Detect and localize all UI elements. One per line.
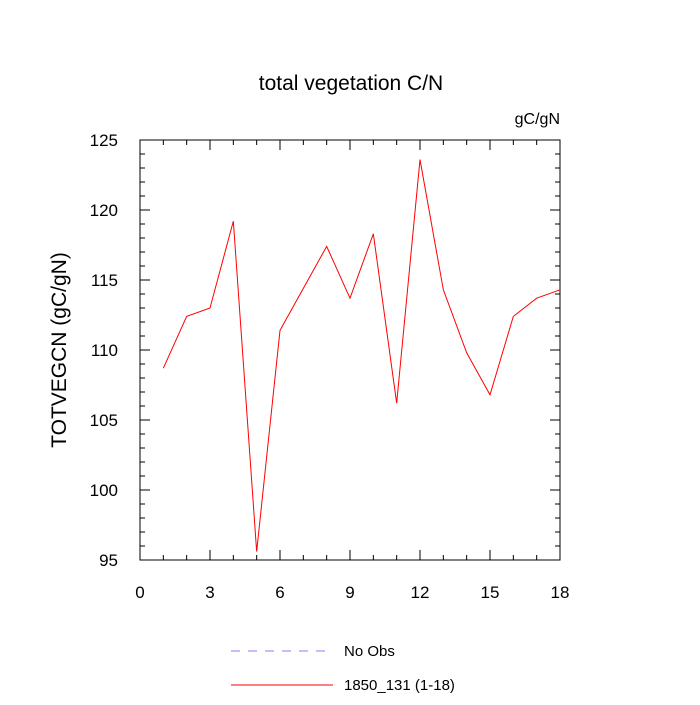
y-tick-label: 125 [90, 131, 118, 150]
y-tick-label: 100 [90, 481, 118, 500]
axis-ticks [139, 139, 561, 561]
y-tick-label: 120 [90, 201, 118, 220]
series-layer [162, 159, 561, 552]
tick-labels: 0 3 6 9 12 15 18 95 100 105 110 115 120 125 [90, 131, 570, 602]
y-tick-label: 115 [91, 271, 118, 290]
y-axis-label: TOTVEGCN (gC/gN) [48, 252, 71, 448]
x-tick-label: 15 [481, 583, 500, 602]
x-tick-label: 6 [275, 583, 284, 602]
legend-label: No Obs [344, 643, 395, 660]
legend: No Obs 1850_131 (1-18) [231, 643, 455, 694]
x-tick-label: 9 [345, 583, 354, 602]
y-tick-label: 110 [91, 341, 118, 360]
x-tick-label: 0 [135, 583, 144, 602]
x-tick-label: 12 [411, 583, 430, 602]
chart-title: total vegetation C/N [259, 72, 443, 95]
legend-label: 1850_131 (1-18) [344, 677, 455, 694]
y-tick-label: 95 [99, 551, 118, 570]
units-label: gC/gN [515, 111, 560, 128]
x-tick-label: 18 [551, 583, 570, 602]
plot-frame [139, 139, 561, 561]
y-tick-label: 105 [90, 411, 118, 430]
series-line [162, 159, 561, 552]
x-tick-label: 3 [205, 583, 214, 602]
